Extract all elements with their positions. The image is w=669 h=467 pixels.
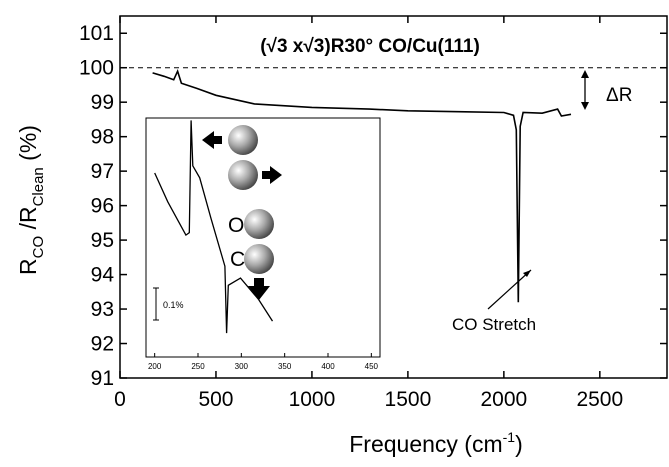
x-label-sup: -1 [503, 429, 516, 445]
chart-title: (√3 x√3)R30° CO/Cu(111) [260, 36, 480, 57]
inset-x-tick-label: 350 [278, 362, 292, 371]
atom [244, 244, 274, 274]
inset-line [154, 120, 274, 334]
inset-x-tick-label: 250 [191, 362, 205, 371]
annotation: 0.1% [163, 300, 184, 310]
y-tick-label: 97 [91, 160, 114, 183]
atom [228, 125, 258, 155]
inset-frame [145, 117, 381, 358]
y-tick-label: 92 [91, 333, 114, 356]
y-label-sub1: CO [30, 236, 47, 259]
annotation: ΔR [606, 85, 632, 106]
x-tick-label: 500 [198, 388, 233, 411]
y-label-end: (%) [15, 125, 41, 167]
annotation-arrow [487, 269, 532, 310]
annotation: CO Stretch [452, 315, 536, 334]
x-axis-label: Frequency (cm-1) [349, 429, 523, 457]
annotation: O [228, 214, 244, 237]
data-line [152, 68, 572, 303]
delta-arrow-heads [581, 70, 589, 110]
arrow [202, 131, 222, 149]
y-label-r2: /R [15, 206, 41, 235]
inset-x-tick-label: 450 [365, 362, 379, 371]
inset-x-tick-label: 200 [148, 362, 162, 371]
y-tick-label: 91 [91, 367, 114, 390]
plot-frame [119, 15, 668, 379]
y-tick-label: 93 [91, 298, 114, 321]
x-tick-label: 2000 [481, 388, 528, 411]
y-tick-label: 100 [79, 57, 114, 80]
inset-x-tick-label: 400 [321, 362, 335, 371]
y-tick-label: 94 [91, 264, 115, 287]
arrow [262, 166, 282, 184]
x-label-text: Frequency (cm [349, 431, 502, 457]
y-tick-label: 95 [91, 229, 114, 252]
inset-x-tick-label: 300 [235, 362, 249, 371]
arrow [248, 278, 270, 300]
atom [228, 160, 258, 190]
y-label-r: R [15, 258, 41, 275]
annotation: C [230, 248, 245, 271]
x-tick-label: 1000 [289, 388, 336, 411]
x-tick-label: 0 [114, 388, 126, 411]
y-axis-label: RCO /RClean (%) [15, 125, 47, 275]
y-label-sub2: Clean [30, 167, 47, 206]
x-tick-label: 1500 [385, 388, 432, 411]
y-tick-label: 99 [91, 91, 114, 114]
y-tick-label: 98 [91, 126, 114, 149]
inset-decoration [153, 125, 282, 321]
x-label-end: ) [515, 431, 523, 457]
arrow-head [523, 270, 531, 277]
atom [244, 209, 274, 239]
y-tick-label: 101 [79, 22, 114, 45]
x-tick-label: 2500 [576, 388, 623, 411]
y-tick-label: 96 [91, 195, 114, 218]
